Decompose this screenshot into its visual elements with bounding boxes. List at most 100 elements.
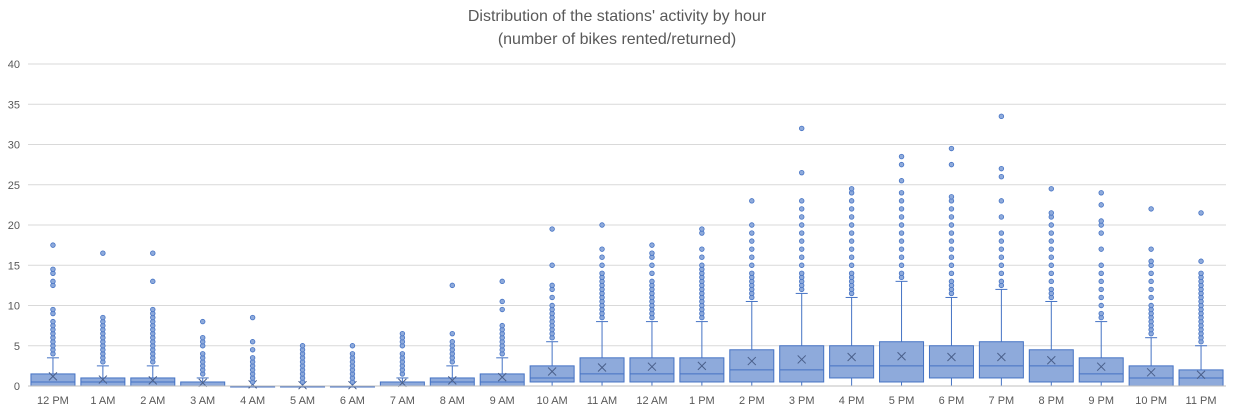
mean-marker: [997, 352, 1006, 362]
box: [729, 349, 775, 383]
outlier-point: [1148, 302, 1154, 309]
outlier-point: [948, 214, 955, 220]
outlier-point: [898, 246, 905, 252]
x-tick-label: 8 PM: [1038, 395, 1064, 407]
outlier-point: [799, 246, 805, 252]
y-tick-label: 25: [8, 180, 20, 192]
mean-marker: [547, 367, 557, 376]
x-tick-label: 4 PM: [839, 395, 865, 407]
outlier-point: [1098, 202, 1104, 208]
outlier-point: [649, 242, 655, 248]
outlier-point: [799, 270, 805, 276]
outlier-point: [449, 282, 455, 289]
outlier-point: [848, 270, 855, 276]
mean-marker: [98, 375, 108, 384]
outlier-point: [799, 206, 805, 212]
outlier-point: [599, 246, 605, 252]
mean-marker-stroke: [198, 378, 208, 388]
box: [1128, 365, 1174, 387]
mean-marker: [1046, 355, 1056, 365]
outlier-point: [799, 222, 805, 228]
x-tick-label: 1 AM: [90, 395, 115, 407]
outlier-point: [1198, 210, 1204, 216]
outlier-point: [100, 250, 106, 256]
mean-marker: [647, 362, 657, 372]
mean-marker-stroke: [597, 363, 607, 372]
mean-marker-stroke: [447, 376, 457, 385]
outlier-point: [349, 351, 356, 357]
outlier-point: [848, 206, 855, 212]
mean-marker: [697, 361, 707, 371]
x-tick-label: 8 AM: [440, 395, 465, 407]
outlier-point: [150, 250, 156, 256]
outlier-point: [599, 254, 605, 260]
mean-marker: [797, 355, 807, 364]
outlier-point: [998, 113, 1005, 120]
box: [928, 345, 974, 379]
outlier-point: [1048, 286, 1054, 293]
outlier-point: [699, 262, 705, 268]
outlier-point: [998, 230, 1005, 236]
mean-marker-stroke: [547, 367, 557, 376]
outlier-point: [948, 278, 955, 285]
x-tick-label: 9 AM: [490, 395, 515, 407]
box: [779, 345, 825, 383]
chart-title: Distribution of the stations' activity b…: [467, 8, 767, 25]
outlier-point: [998, 254, 1005, 260]
outlier-point: [749, 222, 755, 228]
outlier-point: [799, 230, 805, 236]
mean-marker: [1096, 362, 1106, 372]
outlier-point: [599, 222, 605, 228]
x-tick-label: 3 PM: [789, 395, 815, 407]
outlier-point: [898, 178, 905, 184]
x-tick-label: 2 AM: [140, 395, 165, 407]
outlier-point: [449, 330, 455, 337]
outlier-point: [749, 238, 755, 244]
outlier-point: [599, 270, 605, 276]
outlier-point: [549, 294, 555, 301]
outlier-point: [1048, 222, 1054, 228]
outlier-point: [998, 278, 1005, 285]
outlier-point: [998, 173, 1005, 180]
outlier-point: [898, 198, 905, 204]
mean-marker: [747, 356, 757, 366]
outlier-point: [1148, 246, 1154, 252]
outlier-point: [649, 250, 655, 256]
outlier-point: [898, 262, 905, 268]
mean-marker-stroke: [98, 375, 108, 384]
outlier-point: [50, 278, 56, 285]
x-tick-label: 6 PM: [939, 395, 965, 407]
outlier-point: [948, 262, 955, 268]
outlier-point: [749, 246, 755, 252]
x-tick-label: 7 AM: [390, 395, 415, 407]
outlier-point: [1098, 302, 1104, 309]
outlier-point: [898, 190, 905, 196]
outlier-point: [799, 198, 805, 204]
x-tick-label: 4 AM: [240, 395, 265, 407]
y-tick-label: 0: [14, 381, 20, 393]
mean-marker: [947, 352, 956, 362]
mean-marker: [298, 380, 307, 390]
outlier-point: [799, 125, 805, 132]
outlier-point: [499, 298, 505, 305]
mean-marker: [1196, 370, 1206, 380]
x-tick-label: 9 PM: [1088, 395, 1114, 407]
outlier-point: [699, 226, 705, 232]
box: [629, 357, 675, 383]
outlier-point: [499, 278, 505, 285]
outlier-point: [1098, 310, 1104, 317]
box: [679, 357, 725, 383]
outlier-point: [848, 230, 855, 236]
y-tick-label: 10: [8, 301, 20, 313]
outlier-point: [948, 230, 955, 236]
mean-marker-stroke: [847, 352, 856, 362]
outlier-point: [1048, 262, 1054, 268]
x-tick-label: 10 PM: [1135, 395, 1167, 407]
outlier-point: [898, 206, 905, 212]
outlier-point: [799, 169, 805, 176]
outlier-point: [649, 270, 655, 276]
x-tick-label: 7 PM: [989, 395, 1015, 407]
outlier-point: [948, 238, 955, 244]
outlier-point: [499, 306, 505, 313]
